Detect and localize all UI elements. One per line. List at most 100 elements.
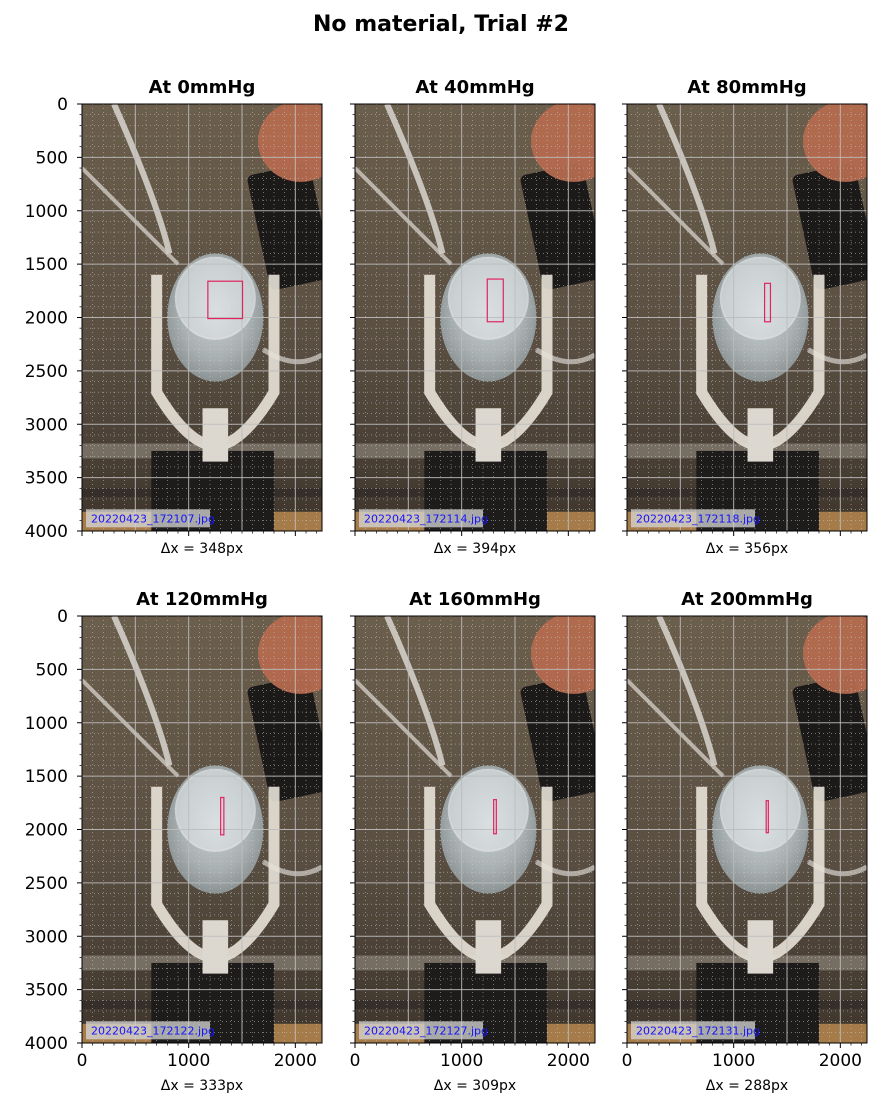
ytick-label: 2500 — [25, 874, 68, 894]
hand — [258, 104, 322, 182]
roi-rectangle — [765, 800, 769, 834]
figure-title: No material, Trial #2 — [313, 12, 569, 37]
xtick-label: 0 — [622, 1051, 633, 1071]
ytick-label: 1000 — [25, 202, 68, 222]
subplot-title: At 80mmHg — [687, 77, 806, 98]
subplot-title: At 40mmHg — [415, 77, 534, 98]
specimen-photo — [627, 616, 867, 1043]
ytick-label: 3000 — [25, 415, 68, 435]
specimen-photo — [82, 104, 322, 531]
background-device — [792, 163, 867, 290]
xtick-label: 0 — [350, 1051, 361, 1071]
background-device — [247, 163, 322, 290]
tube — [384, 616, 446, 767]
roi-rectangle — [763, 282, 772, 323]
valve-leaflets — [719, 768, 801, 852]
ticks — [622, 103, 863, 536]
hand — [531, 104, 595, 182]
tube — [656, 616, 718, 767]
subplot-0mmhg: 0 500 1000 1500 2000 2500 3000 3500 4000 20220423… — [25, 77, 323, 557]
xtick-label: 2000 — [547, 1051, 590, 1071]
xtick-label: 1000 — [167, 1051, 210, 1071]
subplot-80mmhg: 20220423_172118.jpg At 80mmHg Δx = 356px — [622, 77, 868, 557]
subplot-title: At 120mmHg — [136, 589, 268, 610]
ytick-label: 1000 — [25, 714, 68, 734]
hand — [803, 616, 867, 694]
subplot-xlabel: Δx = 348px — [161, 541, 243, 557]
grid — [627, 616, 867, 1043]
hand — [803, 104, 867, 182]
tube — [355, 166, 453, 266]
tube — [627, 166, 725, 266]
filename-label: 20220423_172127.jpg — [364, 1024, 488, 1037]
ytick-label: 2500 — [25, 362, 68, 382]
ytick-label: 4000 — [25, 522, 68, 542]
background-device — [520, 163, 595, 290]
valve-leaflets — [447, 768, 529, 852]
tube — [82, 166, 180, 266]
filename-label: 20220423_172118.jpg — [636, 512, 760, 525]
filename-label: 20220423_172122.jpg — [91, 1024, 215, 1037]
subplot-160mmhg: 0 1000 2000 20220423_172127.jpg At 160mmHg Δx… — [350, 589, 596, 1094]
valve-leaflets — [447, 256, 529, 340]
specimen-photo — [355, 104, 595, 531]
tube — [111, 104, 173, 255]
filename-box — [631, 1021, 755, 1040]
grid — [355, 104, 595, 531]
subplot-xlabel: Δx = 394px — [434, 541, 516, 557]
ytick-label: 3500 — [25, 469, 68, 489]
xtick-label: 2000 — [274, 1051, 317, 1071]
roi-rectangle — [493, 799, 497, 835]
ytick-label: 2000 — [25, 821, 68, 841]
filename-label: 20220423_172114.jpg — [364, 512, 488, 525]
filename-box — [631, 509, 755, 528]
ytick-label: 4000 — [25, 1034, 68, 1054]
filename-box — [86, 1021, 210, 1040]
tube — [82, 678, 180, 778]
ytick-label: 2000 — [25, 309, 68, 329]
subplot-200mmhg: 0 1000 2000 20220423_172131.jpg At 200mmHg Δx… — [622, 589, 868, 1094]
xtick-label: 0 — [77, 1051, 88, 1071]
background-device — [247, 675, 322, 802]
grid — [627, 104, 867, 531]
subplot-xlabel: Δx = 288px — [706, 1078, 788, 1094]
ytick-label: 500 — [36, 148, 68, 168]
grid — [82, 616, 322, 1043]
hand — [258, 616, 322, 694]
ticks: 0 1000 2000 — [622, 615, 863, 1071]
xtick-label: 2000 — [819, 1051, 862, 1071]
roi-rectangle — [486, 278, 504, 323]
subplot-40mmhg: 20220423_172114.jpg At 40mmHg Δx = 394px — [350, 77, 596, 557]
specimen-photo — [82, 616, 322, 1043]
ytick-label: 3000 — [25, 927, 68, 947]
filename-box — [359, 1021, 483, 1040]
ticks: 0 1000 2000 — [350, 615, 591, 1071]
background-device — [520, 675, 595, 802]
xtick-label: 1000 — [440, 1051, 483, 1071]
subplot-xlabel: Δx = 309px — [434, 1078, 516, 1094]
valve-leaflets — [719, 256, 801, 340]
ytick-label: 500 — [36, 660, 68, 680]
background-device — [792, 675, 867, 802]
ticks: 0 500 1000 1500 2000 2500 3000 3500 4000 — [25, 95, 318, 542]
grid — [82, 104, 322, 531]
subplot-title: At 200mmHg — [681, 589, 813, 610]
subplot-120mmhg: 0 500 1000 1500 2000 2500 3000 3500 4000 0 1000 200… — [25, 589, 323, 1094]
ticks — [350, 103, 591, 536]
subplot-xlabel: Δx = 333px — [161, 1078, 243, 1094]
filename-label: 20220423_172107.jpg — [91, 512, 215, 525]
filename-box — [359, 509, 483, 528]
tube — [111, 616, 173, 767]
subplot-title: At 0mmHg — [149, 77, 256, 98]
tube — [656, 104, 718, 255]
subplot-title: At 160mmHg — [409, 589, 541, 610]
tube — [355, 678, 453, 778]
specimen-photo — [627, 104, 867, 531]
xtick-label: 1000 — [712, 1051, 755, 1071]
subplot-xlabel: Δx = 356px — [706, 541, 788, 557]
filename-label: 20220423_172131.jpg — [636, 1024, 760, 1037]
roi-rectangle — [207, 280, 244, 320]
filename-box — [86, 509, 210, 528]
